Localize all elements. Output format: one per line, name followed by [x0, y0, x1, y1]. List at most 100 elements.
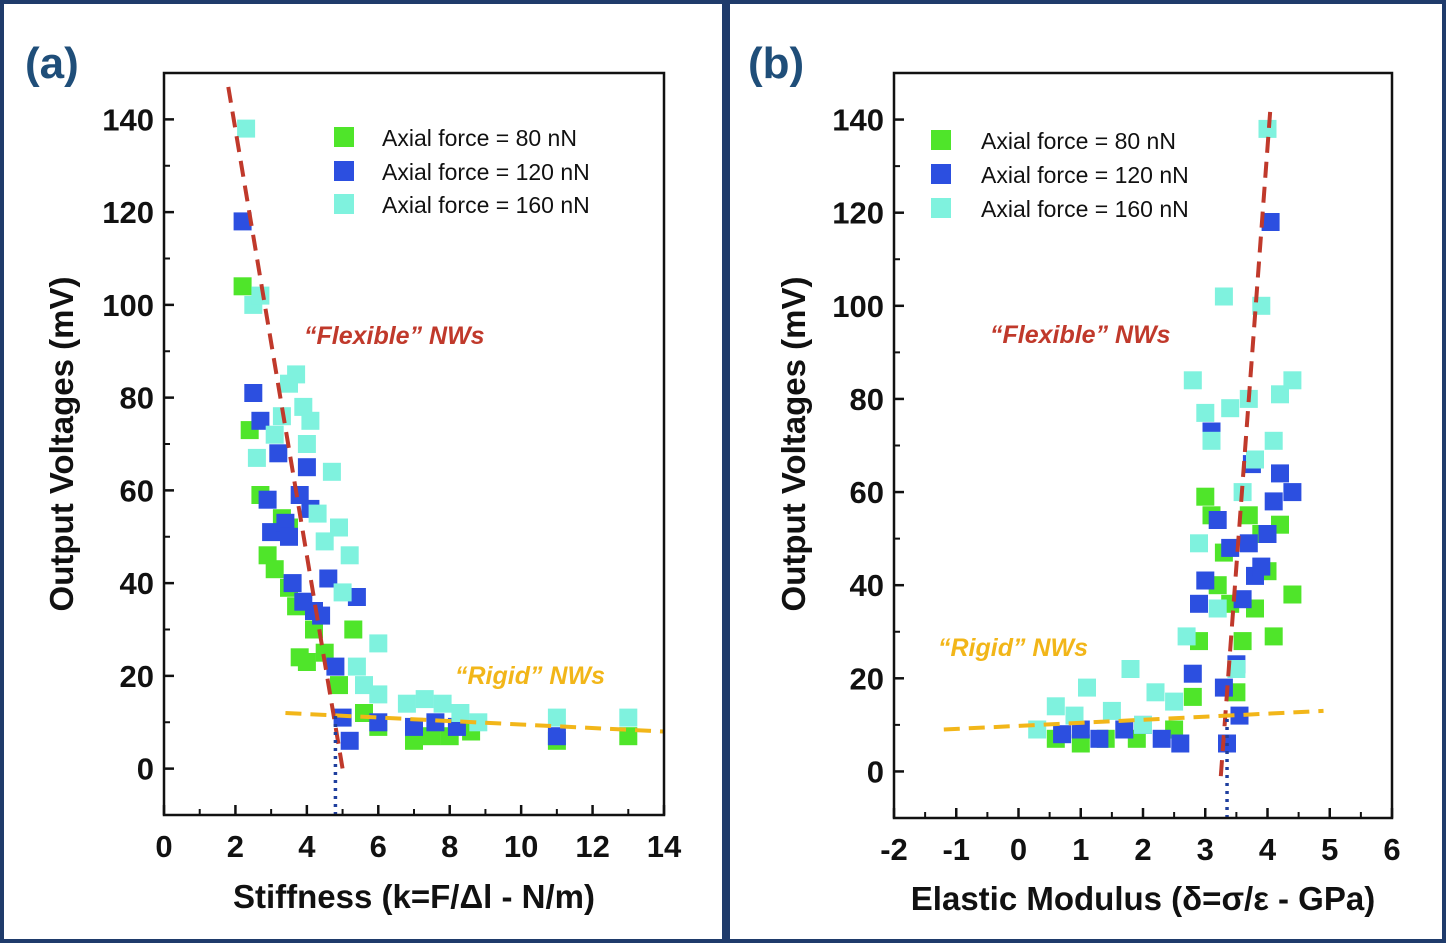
data-point-series-2 — [237, 119, 256, 138]
data-point-series-0 — [315, 643, 334, 662]
legend-label-160nn: Axial force = 160 nN — [382, 192, 590, 218]
legend-label-120nn: Axial force = 120 nN — [981, 162, 1189, 188]
panel-b-marks — [943, 105, 1324, 818]
data-point-series-1 — [1258, 525, 1277, 543]
data-point-series-2 — [347, 657, 366, 676]
panel-a-marks — [226, 86, 665, 815]
data-point-series-1 — [251, 411, 270, 430]
data-point-series-2 — [322, 462, 341, 481]
data-point-series-2 — [369, 685, 388, 704]
data-point-series-1 — [1230, 706, 1249, 725]
data-point-series-2 — [1283, 371, 1302, 390]
data-point-series-1 — [1196, 571, 1215, 590]
data-point-series-1 — [405, 717, 423, 736]
data-point-series-0 — [265, 560, 284, 579]
data-point-series-2 — [251, 286, 270, 305]
data-point-series-1 — [276, 513, 295, 532]
data-point-series-0 — [1071, 734, 1090, 753]
data-point-series-2 — [308, 504, 327, 523]
data-point-series-1 — [1221, 538, 1240, 557]
x-tick-label: 0 — [1010, 832, 1027, 867]
data-point-series-2 — [315, 532, 334, 551]
panel-b-legend: Axial force = 80 nN Axial force = 120 nN… — [931, 128, 1189, 222]
data-point-series-1 — [347, 588, 366, 606]
data-point-series-1 — [1239, 534, 1258, 553]
data-point-series-2 — [619, 708, 638, 727]
data-point-series-1 — [319, 569, 338, 588]
y-tick-label: 80 — [850, 382, 884, 417]
legend-label-120nn: Axial force = 120 nN — [382, 159, 590, 185]
data-point-series-1 — [258, 490, 277, 509]
y-tick-label: 20 — [850, 661, 884, 696]
x-tick-label: -2 — [880, 832, 908, 867]
data-point-series-1 — [340, 731, 359, 750]
y-tick-label: 80 — [120, 381, 154, 416]
data-point-series-0 — [258, 546, 277, 565]
legend-label-160nn: Axial force = 160 nN — [981, 196, 1189, 222]
data-point-series-2 — [1165, 692, 1184, 711]
panel-a-y-axis-title: Output Voltages (mV) — [43, 277, 80, 612]
data-point-series-2 — [1214, 287, 1233, 306]
data-point-series-1 — [1152, 729, 1171, 748]
data-point-series-1 — [1214, 678, 1233, 697]
y-tick-label: 60 — [120, 473, 154, 508]
data-point-series-2 — [1046, 697, 1065, 716]
y-tick-label: 0 — [137, 752, 154, 787]
data-point-series-1 — [1283, 483, 1302, 502]
x-tick-label: 10 — [504, 829, 538, 864]
y-tick-label: 140 — [102, 102, 154, 137]
data-point-series-2 — [1196, 403, 1215, 422]
data-point-series-1 — [1090, 729, 1109, 748]
x-tick-label: -1 — [942, 832, 970, 867]
x-tick-label: 4 — [1259, 832, 1277, 867]
data-point-series-2 — [247, 448, 266, 467]
y-tick-label: 120 — [832, 196, 884, 231]
flexible-fit-line — [226, 86, 345, 769]
data-point-series-1 — [547, 727, 566, 746]
panel-b-y-axis-title: Output Voltages (mV) — [775, 277, 812, 612]
y-tick-label: 100 — [832, 289, 884, 324]
x-tick-label: 6 — [370, 829, 387, 864]
data-point-series-1 — [1115, 720, 1134, 739]
data-point-series-2 — [1065, 706, 1084, 725]
data-point-series-2 — [433, 694, 452, 713]
data-point-series-2 — [1146, 683, 1165, 702]
data-point-series-0 — [330, 676, 348, 695]
data-point-series-0 — [422, 727, 441, 746]
data-point-series-1 — [1183, 664, 1202, 683]
data-point-series-2 — [451, 704, 470, 722]
data-point-series-2 — [355, 676, 373, 695]
data-point-series-0 — [1264, 627, 1283, 646]
data-point-series-2 — [1183, 371, 1202, 390]
data-point-series-2 — [1227, 660, 1246, 678]
legend-marker-80nn — [334, 127, 354, 147]
data-point-series-2 — [1258, 119, 1277, 138]
data-point-series-2 — [1246, 450, 1264, 469]
data-point-series-2 — [1177, 627, 1196, 646]
panel-a-x-axis-title: Stiffness (k=F/Δl - N/m) — [233, 878, 595, 915]
legend-marker-160nn — [334, 194, 354, 214]
panel-b-label: (b) — [748, 39, 804, 88]
flexible-fit-line — [1218, 105, 1273, 777]
data-point-series-1 — [283, 574, 302, 593]
data-point-series-2 — [301, 411, 320, 430]
data-point-series-2 — [1271, 385, 1289, 404]
data-point-series-2 — [333, 583, 352, 602]
y-tick-label: 40 — [120, 566, 154, 601]
data-point-series-1 — [326, 657, 345, 676]
x-tick-label: 3 — [1197, 832, 1214, 867]
rigid-fit-line — [285, 710, 665, 734]
data-point-series-0 — [344, 620, 363, 639]
y-tick-label: 40 — [850, 568, 884, 603]
legend-marker-160nn — [931, 198, 951, 218]
data-point-series-1 — [1190, 594, 1208, 613]
data-point-series-2 — [1102, 701, 1121, 720]
rigid-fit-line — [943, 708, 1324, 732]
x-tick-label: 12 — [575, 829, 609, 864]
data-point-series-1 — [233, 212, 252, 231]
panel-b-frame — [726, 0, 1446, 943]
data-point-series-2 — [369, 634, 388, 653]
data-point-series-2 — [469, 713, 488, 732]
